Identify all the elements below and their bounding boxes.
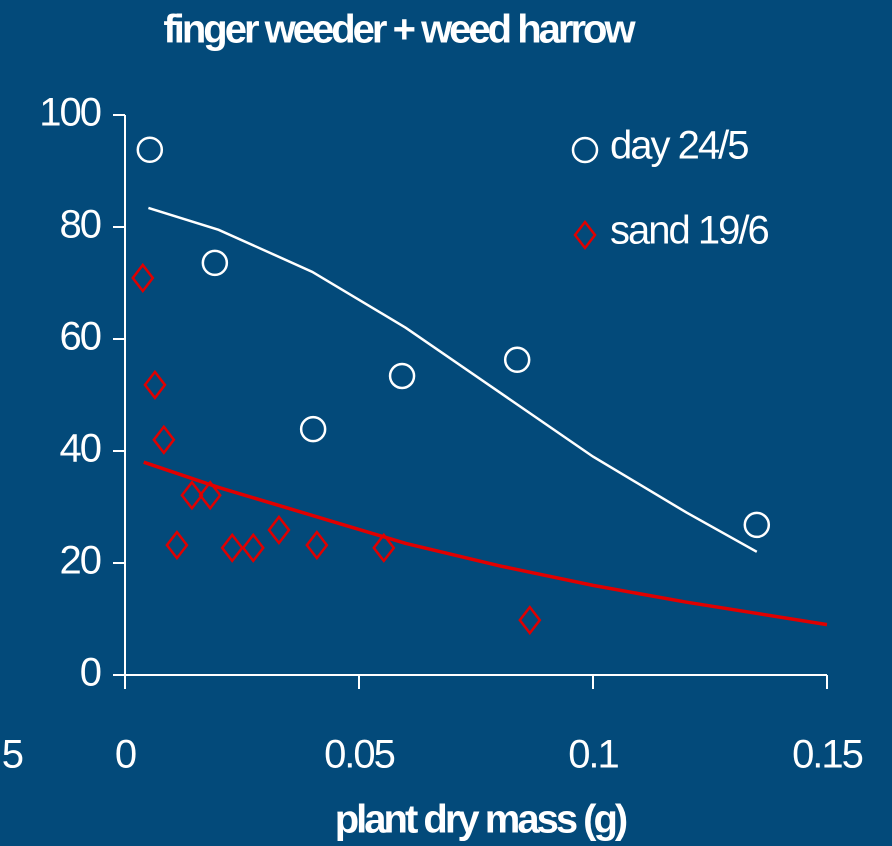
x-axis-title: plant dry mass (g) (335, 798, 627, 842)
data-point (305, 530, 329, 561)
data-point (136, 136, 164, 163)
y-tick-label: 40 (60, 427, 101, 471)
data-point (388, 362, 416, 390)
fit-line (143, 460, 828, 627)
legend-label: sand 19/6 (610, 209, 768, 253)
x-tick-label: 0.05 (324, 733, 395, 777)
legend-marker (571, 136, 599, 164)
x-tick-label: 0.1 (568, 733, 618, 777)
edge-label: 5 (2, 733, 23, 777)
x-tick-label: 0.15 (792, 733, 863, 777)
y-tick-label: 80 (60, 203, 101, 247)
y-tick-label: 20 (60, 539, 101, 583)
data-point (267, 514, 291, 546)
data-point (743, 511, 771, 539)
data-point (143, 369, 167, 400)
legend-marker (573, 219, 597, 251)
data-point (131, 262, 155, 294)
chart-title: finger weeder + weed harrow (163, 8, 636, 52)
data-point (372, 532, 396, 563)
y-tick-label: 100 (39, 91, 100, 135)
data-point (220, 532, 244, 563)
fit-line (148, 206, 758, 553)
data-point (299, 415, 327, 443)
data-point (503, 346, 531, 373)
legend-label: day 24/5 (610, 124, 748, 168)
x-tick-label: 0 (115, 733, 136, 777)
y-tick-label: 60 (60, 315, 101, 359)
y-tick-label: 0 (80, 651, 101, 695)
data-point (241, 532, 265, 563)
data-point (180, 480, 204, 511)
data-point (165, 530, 189, 561)
data-point (198, 480, 222, 511)
data-point (201, 249, 229, 277)
data-point (518, 605, 542, 636)
data-point (152, 424, 176, 455)
